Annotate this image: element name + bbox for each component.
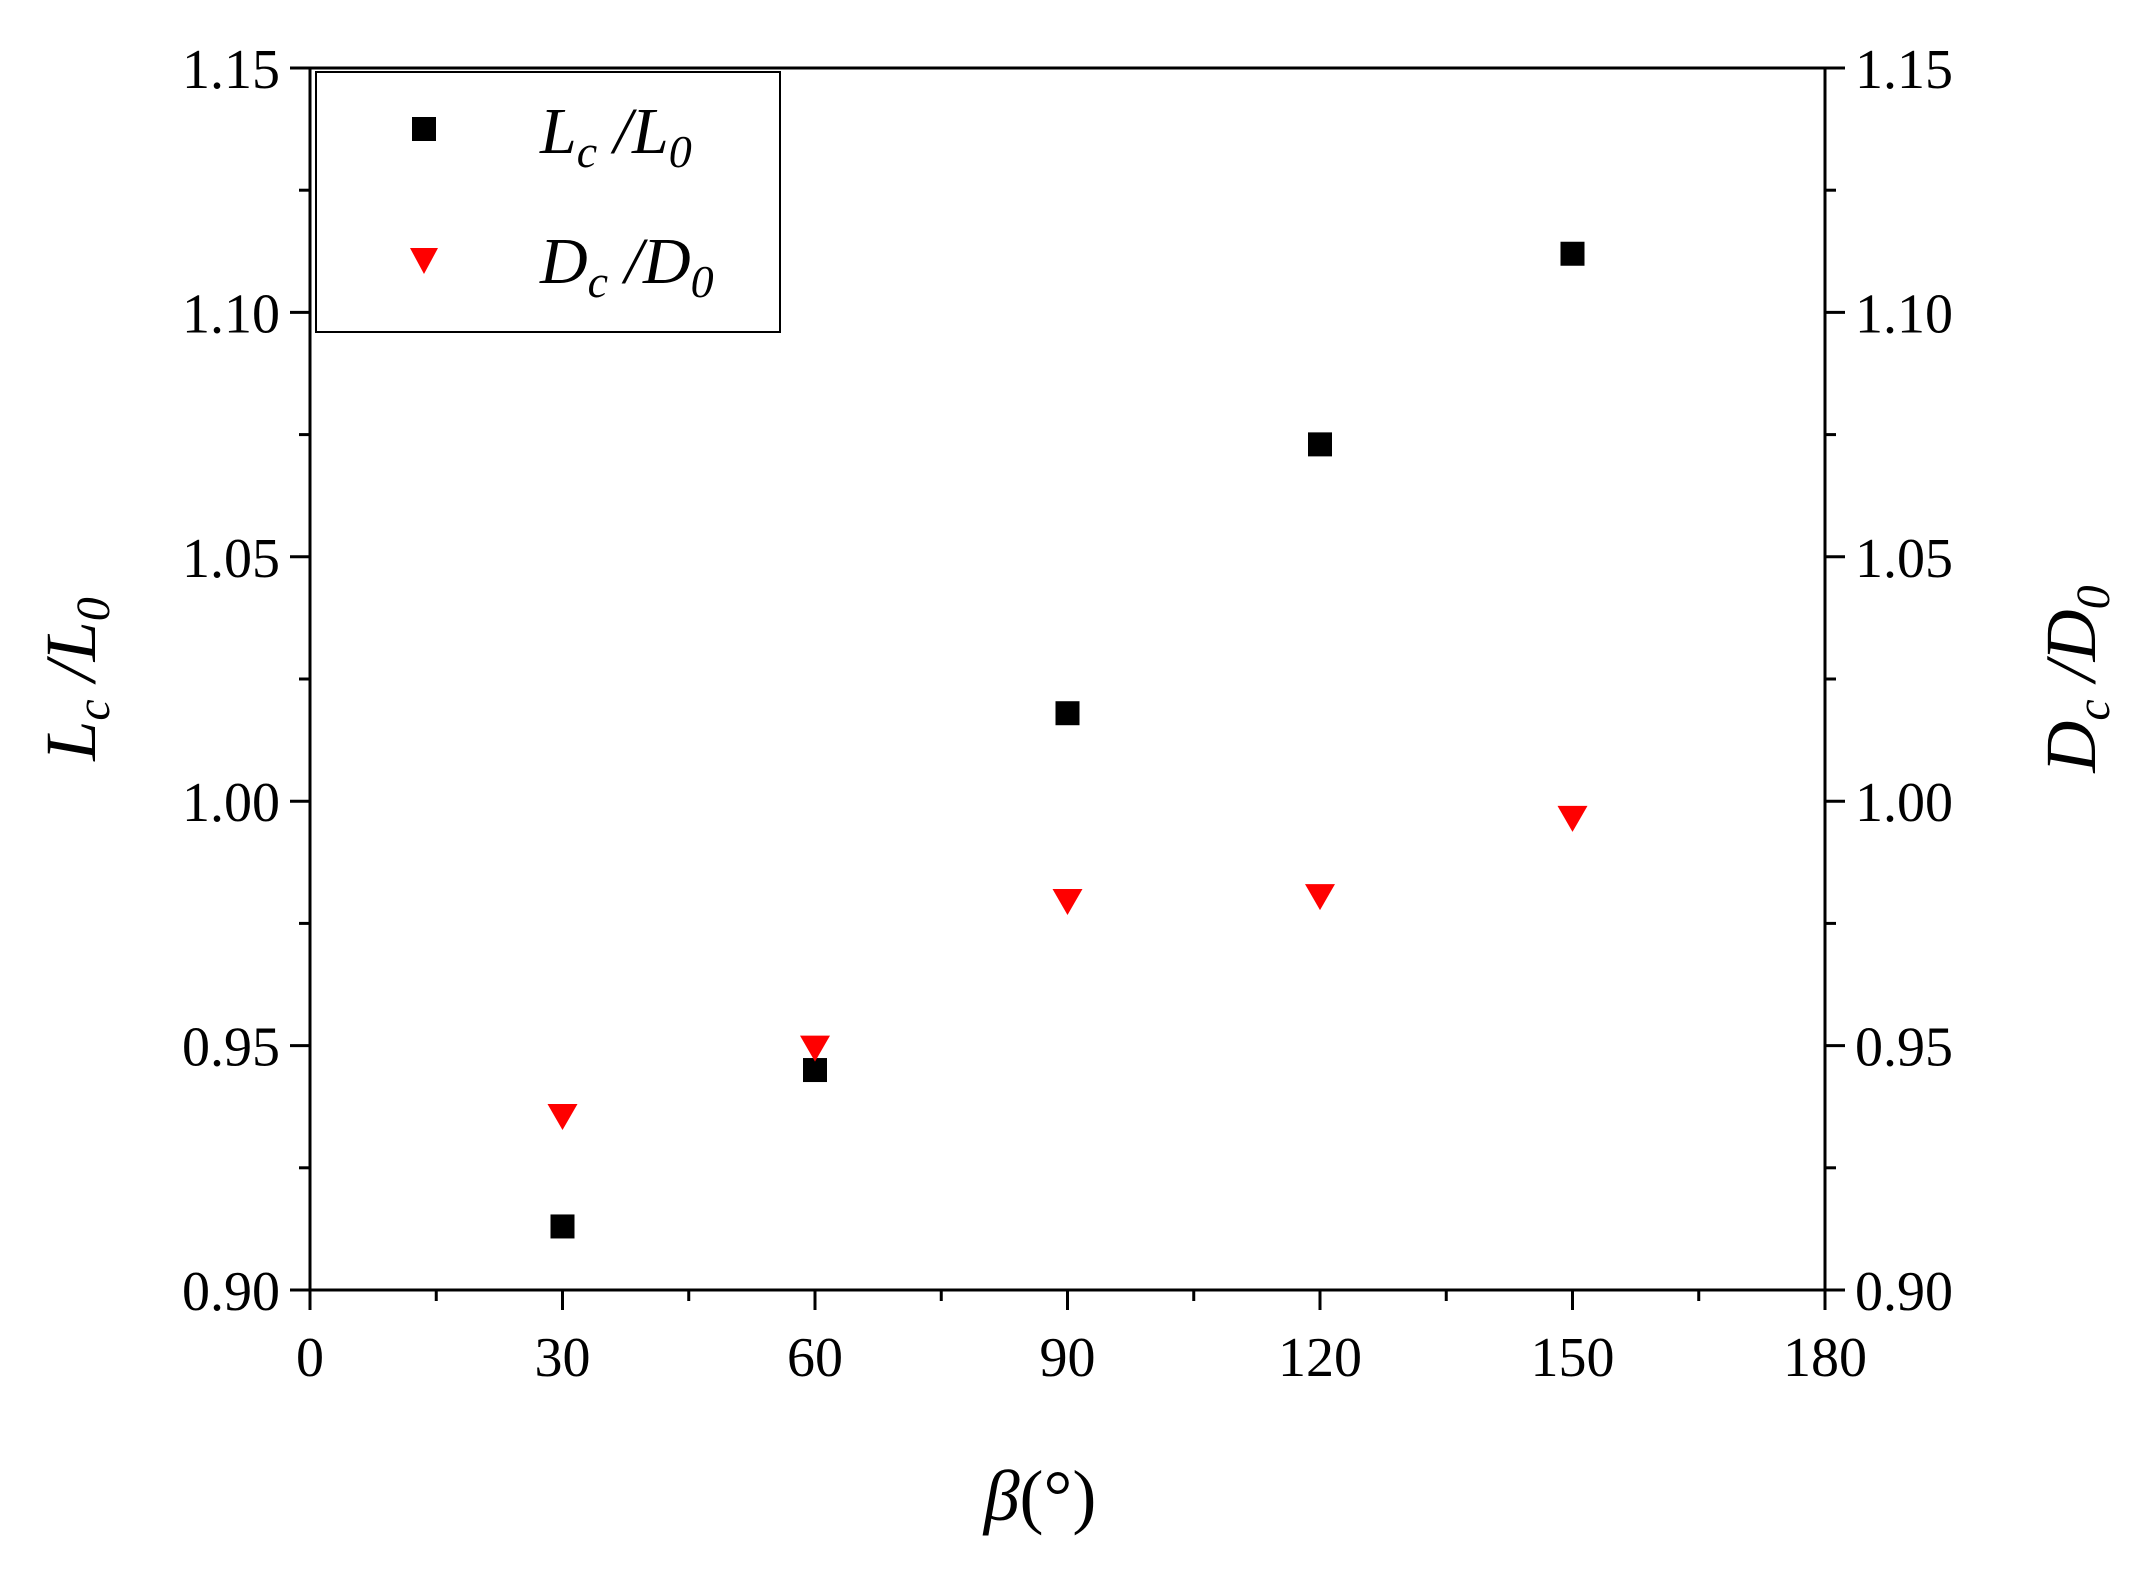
y-axis-title-left: Lc /L0	[31, 597, 120, 761]
y-tick-label-left: 0.90	[182, 1261, 280, 1323]
data-point-triangle	[1052, 888, 1083, 915]
legend: Lc /L0 Dc /D0	[315, 71, 781, 333]
data-point-square	[1055, 701, 1080, 726]
data-point-triangle	[1557, 805, 1588, 832]
y-tick-label-right: 1.10	[1855, 283, 1953, 345]
y-tick-label-left: 1.10	[182, 283, 280, 345]
y-tick-label-right: 1.15	[1855, 39, 1953, 101]
legend-marker-triangle-down	[410, 248, 438, 274]
x-tick-label: 60	[787, 1327, 843, 1389]
y-tick-label-right: 0.95	[1855, 1017, 1953, 1079]
y-tick-label-right: 0.90	[1855, 1261, 1953, 1323]
data-markers	[547, 241, 1588, 1239]
data-point-square	[803, 1058, 827, 1083]
x-tick-label: 30	[535, 1327, 591, 1389]
data-point-square	[1308, 432, 1332, 457]
y-tick-label-left: 0.95	[182, 1017, 280, 1079]
x-axis: 0 30 60 90 120 150 180	[296, 1290, 1867, 1389]
data-point-triangle	[800, 1035, 830, 1062]
legend-label-lc-l0: Lc /L0	[539, 95, 692, 177]
data-point-triangle	[1305, 884, 1335, 911]
x-tick-label: 150	[1531, 1327, 1615, 1389]
x-tick-label: 120	[1278, 1327, 1362, 1389]
x-tick-label: 0	[296, 1327, 324, 1389]
y-axis-left: 0.90 0.95 1.00 1.05 1.10 1.15	[182, 39, 310, 1323]
x-tick-label: 90	[1040, 1327, 1096, 1389]
data-point-triangle	[547, 1104, 578, 1131]
y-tick-label-left: 1.05	[182, 528, 280, 590]
data-point-square	[1560, 241, 1585, 266]
data-point-square	[550, 1214, 575, 1239]
x-axis-title: β(°)	[982, 1456, 1097, 1536]
y-tick-label-left: 1.00	[182, 772, 280, 834]
y-axis-right: 0.90 0.95 1.00 1.05 1.10 1.15	[1825, 39, 1953, 1323]
y-tick-label-right: 1.00	[1855, 772, 1953, 834]
y-axis-title-right: Dc /D0	[2031, 585, 2120, 773]
legend-marker-square	[412, 117, 436, 141]
legend-box	[315, 71, 781, 333]
legend-label-dc-d0: Dc /D0	[539, 225, 714, 307]
y-tick-label-left: 1.15	[182, 39, 280, 101]
y-tick-label-right: 1.05	[1855, 528, 1953, 590]
x-tick-label: 180	[1783, 1327, 1867, 1389]
